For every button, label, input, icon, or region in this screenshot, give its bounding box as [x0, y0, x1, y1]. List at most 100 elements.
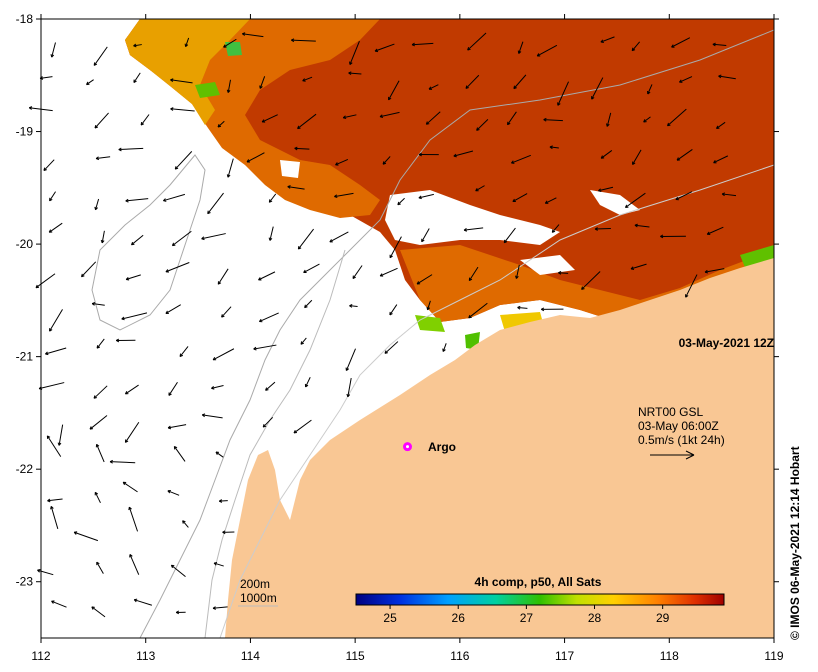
- sst-field-cool: [125, 19, 250, 125]
- current-arrow: [287, 186, 305, 190]
- current-arrow: [427, 300, 431, 310]
- current-arrow-head: [427, 307, 431, 311]
- current-arrow-head: [349, 305, 353, 308]
- current-arrow: [634, 224, 650, 228]
- current-arrow: [591, 77, 604, 100]
- current-arrow-head: [91, 303, 95, 306]
- current-arrow: [388, 80, 400, 101]
- current-arrow: [49, 191, 56, 202]
- current-arrow: [46, 435, 62, 457]
- colorbar: [355, 593, 725, 606]
- current-arrow-head: [389, 255, 393, 259]
- current-arrow-head: [347, 394, 351, 398]
- lon-tick-label: 116: [450, 649, 469, 663]
- current-arrow: [453, 150, 474, 157]
- current-arrow-head: [704, 271, 709, 274]
- current-arrow-head: [170, 565, 173, 569]
- current-arrow: [81, 261, 97, 278]
- current-legend-line1: NRT00 GSL: [638, 405, 703, 419]
- lon-axis: 112 113 114 115 116 117 118 119: [31, 14, 784, 663]
- colorbar-title: 4h comp, p50, All Sats: [475, 575, 602, 589]
- current-arrow: [211, 385, 224, 389]
- current-arrow-head: [43, 169, 47, 172]
- current-arrow: [517, 307, 528, 309]
- current-arrow: [165, 304, 181, 314]
- lon-tick-label: 113: [136, 649, 155, 663]
- current-arrow-head: [207, 212, 211, 215]
- current-arrow-head: [418, 154, 422, 157]
- current-arrow: [47, 498, 63, 502]
- current-arrow: [581, 271, 601, 290]
- current-arrow: [389, 304, 398, 316]
- current-arrow-head: [49, 198, 53, 202]
- current-arrow: [262, 416, 274, 428]
- current-arrow-head: [632, 49, 636, 52]
- current-arrow-head: [121, 318, 125, 321]
- current-arrow: [475, 185, 485, 192]
- current-arrow: [45, 347, 67, 355]
- current-arrow: [163, 193, 186, 202]
- current-arrow-head: [167, 490, 171, 494]
- current-arrow: [95, 198, 100, 210]
- current-arrow-head: [167, 427, 172, 430]
- current-arrow: [93, 46, 108, 66]
- current-arrow-head: [343, 117, 347, 120]
- current-arrow: [632, 149, 642, 165]
- current-arrow-head: [118, 149, 122, 152]
- current-arrow: [170, 79, 193, 84]
- current-arrow: [51, 42, 56, 58]
- current-arrow: [265, 381, 276, 391]
- current-arrow-head: [131, 243, 135, 246]
- current-arrow-head: [557, 103, 561, 106]
- current-arrow: [40, 76, 53, 79]
- current-arrow: [212, 348, 235, 361]
- depth-legend-1000m: 1000m: [240, 591, 277, 605]
- current-arrow-head: [287, 186, 291, 189]
- current-arrow: [258, 271, 276, 281]
- current-arrow: [374, 43, 395, 52]
- current-arrow: [48, 222, 63, 233]
- current-arrow: [201, 233, 226, 240]
- current-arrow: [92, 303, 105, 306]
- depth-legend-200m: 200m: [240, 577, 270, 591]
- current-arrow-head: [379, 116, 384, 118]
- current-arrow: [647, 84, 653, 95]
- current-arrow-head: [185, 44, 189, 47]
- current-arrow-head: [294, 147, 298, 151]
- current-arrow: [722, 193, 737, 197]
- current-arrow-head: [291, 39, 295, 43]
- current-arrow: [545, 197, 557, 204]
- current-arrow-head: [581, 288, 585, 290]
- current-arrow: [217, 268, 229, 285]
- current-arrow: [600, 36, 615, 43]
- current-arrow-head: [594, 228, 598, 231]
- current-arrow-head: [213, 562, 217, 566]
- current-arrow-head: [163, 200, 167, 202]
- current-arrow: [215, 451, 224, 458]
- sst-green-patch: [195, 82, 220, 98]
- current-arrow-head: [507, 122, 511, 126]
- current-arrow-head: [51, 54, 55, 58]
- current-arrow: [476, 119, 489, 131]
- sst-field-mid-south: [400, 245, 774, 322]
- current-legend-line2: 03-May 06:00Z: [638, 419, 719, 433]
- lon-tick-label: 119: [764, 649, 783, 663]
- current-arrow-head: [133, 599, 137, 603]
- current-arrow: [428, 84, 439, 90]
- current-arrow-head: [133, 45, 137, 48]
- current-arrow: [35, 273, 56, 289]
- current-arrow: [125, 384, 139, 395]
- current-arrow: [334, 192, 354, 198]
- current-arrow: [125, 421, 140, 443]
- current-arrow: [168, 381, 178, 396]
- current-arrow-head: [96, 346, 101, 349]
- sst-green-patch: [225, 42, 242, 56]
- current-arrow-head: [467, 48, 471, 51]
- lat-tick-label: -22: [16, 462, 34, 476]
- current-arrow-head: [304, 306, 308, 309]
- current-arrow: [416, 274, 433, 285]
- lat-axis: -18 -19 -20 -21 -22 -23: [16, 12, 779, 589]
- plot-frame: [40, 18, 775, 639]
- current-arrow: [91, 606, 106, 618]
- current-arrow: [412, 42, 434, 46]
